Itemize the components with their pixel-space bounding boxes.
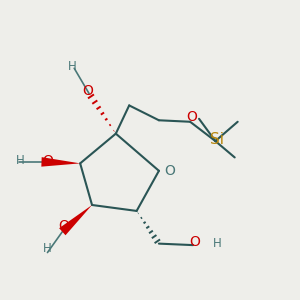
Text: Si: Si	[210, 132, 224, 147]
Text: O: O	[58, 219, 69, 233]
Text: O: O	[164, 164, 175, 178]
Text: O: O	[186, 110, 197, 124]
Text: H: H	[43, 242, 52, 256]
Text: H: H	[212, 237, 221, 250]
Polygon shape	[41, 157, 80, 167]
Text: H: H	[16, 154, 25, 167]
Text: O: O	[82, 84, 93, 98]
Text: O: O	[189, 235, 200, 249]
Polygon shape	[59, 205, 92, 235]
Text: H: H	[68, 60, 77, 73]
Text: O: O	[43, 154, 53, 168]
